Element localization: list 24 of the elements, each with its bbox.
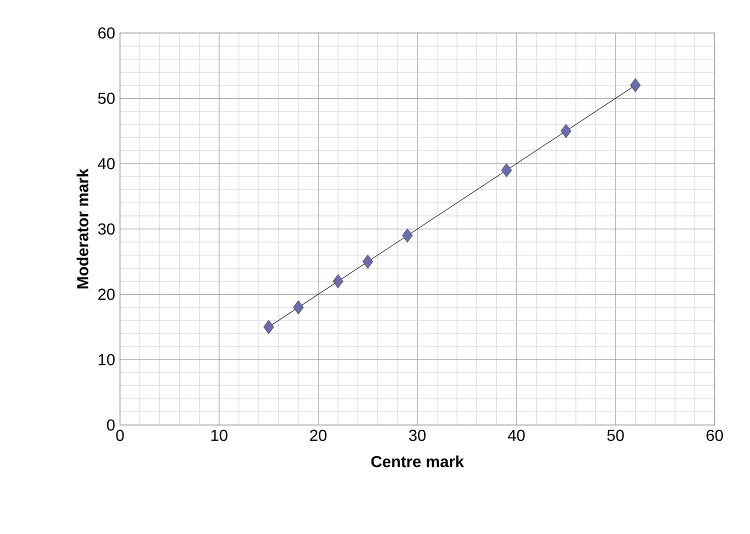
- x-tick-label: 20: [310, 430, 327, 442]
- x-tick-label: 30: [409, 430, 426, 442]
- y-tick-label: 20: [98, 288, 115, 300]
- x-axis-title: Centre mark: [371, 456, 464, 468]
- point: [263, 320, 274, 334]
- y-tick-label: 0: [107, 419, 115, 431]
- y-tick-label: 40: [98, 158, 115, 170]
- point: [332, 274, 344, 288]
- x-tick-label: 60: [706, 430, 723, 442]
- point: [402, 228, 413, 242]
- x-tick-label: 40: [508, 430, 525, 442]
- y-tick-label: 60: [98, 27, 115, 39]
- y-tick-label: 30: [98, 223, 115, 235]
- point: [630, 78, 641, 92]
- point: [362, 254, 374, 269]
- x-tick-label: 10: [211, 430, 228, 442]
- point: [501, 163, 512, 178]
- y-tick-label: 10: [98, 354, 115, 366]
- y-axis-title: Moderator mark: [76, 168, 88, 288]
- y-tick-label: 50: [98, 92, 115, 104]
- point: [560, 124, 572, 138]
- x-tick-label: 50: [607, 430, 624, 442]
- x-tick-label: 0: [116, 430, 124, 442]
- point: [293, 300, 304, 314]
